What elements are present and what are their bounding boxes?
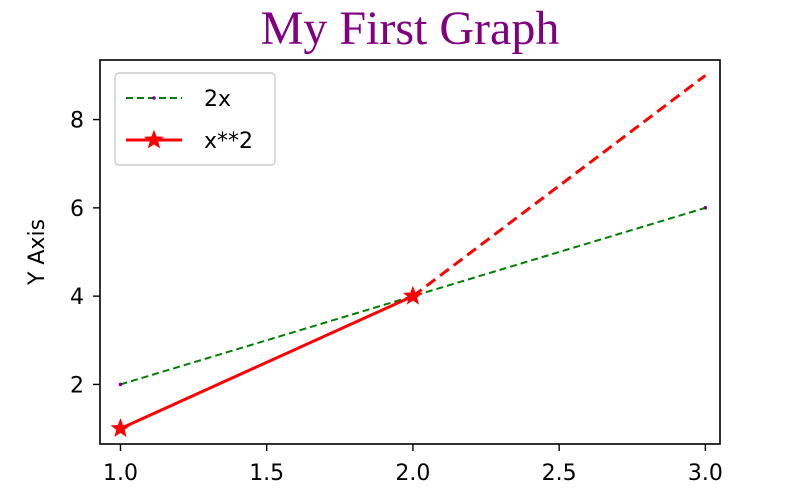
series-x2-line-dashed [412, 74, 707, 298]
series-2x-point [703, 206, 708, 210]
chart-title: My First Graph [261, 2, 560, 55]
x-tick-label: 2.5 [542, 461, 577, 486]
x-tick-label: 3.0 [688, 461, 723, 486]
x-tick-label: 1.5 [249, 461, 284, 486]
series-x2-line-solid [119, 294, 414, 430]
legend-2x-label: 2x [204, 87, 231, 112]
x-tick-label: 1.0 [103, 461, 138, 486]
y-tick-label: 8 [70, 109, 84, 134]
y-tick-label: 6 [70, 197, 84, 222]
plot-area: 1.0 1.5 2.0 2.5 3.0 2 4 6 8 Y Axis 2x x**2 [25, 59, 723, 486]
legend-2x-marker [152, 96, 156, 100]
y-tick-label: 4 [70, 285, 84, 310]
legend-x2-label: x**2 [204, 129, 253, 154]
series-x2-star-marker [110, 418, 131, 437]
series-2x-point [118, 382, 123, 387]
y-axis-label: Y Axis [25, 219, 50, 286]
y-tick-label: 2 [70, 373, 84, 398]
plot-frame [99, 59, 721, 445]
x-tick-label: 2.0 [395, 461, 430, 486]
series-2x-line [120, 206, 706, 386]
series-x2-star-marker [403, 285, 423, 305]
legend-x2-marker [144, 129, 164, 149]
legend: 2x x**2 [114, 72, 276, 166]
